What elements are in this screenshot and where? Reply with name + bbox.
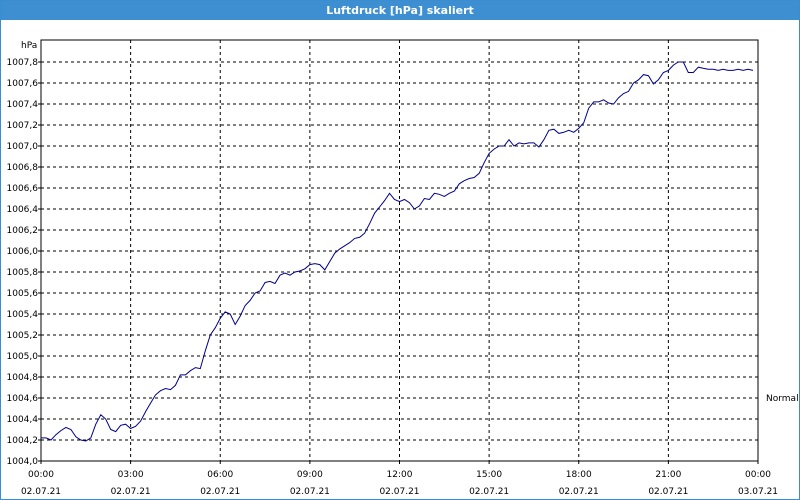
x-tick-time: 06:00 <box>207 470 233 480</box>
x-axis-ticks: 00:00 02.07.21 03:00 02.07.21 06:00 02.07.21 0… <box>21 461 778 497</box>
x-tick-date: 02.07.21 <box>648 487 688 497</box>
x-tick-date: 02.07.21 <box>290 487 330 497</box>
y-tick-label: 1005,8 <box>7 268 39 278</box>
y-tick-label: 1006,2 <box>7 226 39 236</box>
y-tick-label: 1004,4 <box>7 415 39 425</box>
x-tick-time: 00:00 <box>745 470 771 480</box>
window-title: Luftdruck [hPa] skaliert <box>1 1 799 20</box>
y-tick-label: 1006,0 <box>7 247 39 257</box>
y-tick-label: 1005,6 <box>7 289 39 299</box>
y-tick-label: 1005,4 <box>7 310 39 320</box>
series-line <box>41 61 754 442</box>
y-tick-label: 1007,2 <box>7 121 39 131</box>
y-tick-label: 1007,0 <box>7 142 39 152</box>
grid-lines <box>41 40 758 461</box>
y-tick-label: 1006,8 <box>7 163 39 173</box>
y-tick-label: 1006,6 <box>7 184 39 194</box>
x-tick-time: 15:00 <box>476 470 502 480</box>
plot-frame <box>40 39 759 462</box>
y-tick-label: 1007,4 <box>7 100 39 110</box>
x-tick-date: 03.07.21 <box>738 487 778 497</box>
y-tick-label: 1007,8 <box>7 58 39 68</box>
y-axis-label: hPa <box>21 41 37 51</box>
x-tick-date: 02.07.21 <box>21 487 61 497</box>
x-tick-date: 02.07.21 <box>559 487 599 497</box>
y-tick-label: 1004,2 <box>7 436 39 446</box>
x-tick-time: 18:00 <box>566 470 592 480</box>
x-tick-date: 02.07.21 <box>469 487 509 497</box>
y-axis-ticks: 1007,8 1007,6 1007,4 1007,2 1007,0 1006,8 1006… <box>7 58 41 467</box>
x-tick-time: 03:00 <box>118 470 144 480</box>
x-tick-time: 21:00 <box>655 470 681 480</box>
y-tick-label: 1004,0 <box>7 457 39 467</box>
y-tick-label: 1005,0 <box>7 352 39 362</box>
reference-line-label: Normal <box>766 394 799 404</box>
x-tick-time: 09:00 <box>297 470 323 480</box>
y-tick-label: 1005,2 <box>7 331 39 341</box>
x-tick-date: 02.07.21 <box>200 487 240 497</box>
y-tick-label: 1004,8 <box>7 373 39 383</box>
y-tick-label: 1004,6 <box>7 394 39 404</box>
y-tick-label: 1006,4 <box>7 205 39 215</box>
x-tick-date: 02.07.21 <box>379 487 419 497</box>
x-tick-date: 02.07.21 <box>111 487 151 497</box>
pressure-chart: 1007,8 1007,6 1007,4 1007,2 1007,0 1006,8 1006… <box>7 39 799 497</box>
y-tick-label: 1007,6 <box>7 79 39 89</box>
x-tick-time: 00:00 <box>28 470 54 480</box>
x-tick-time: 12:00 <box>387 470 413 480</box>
